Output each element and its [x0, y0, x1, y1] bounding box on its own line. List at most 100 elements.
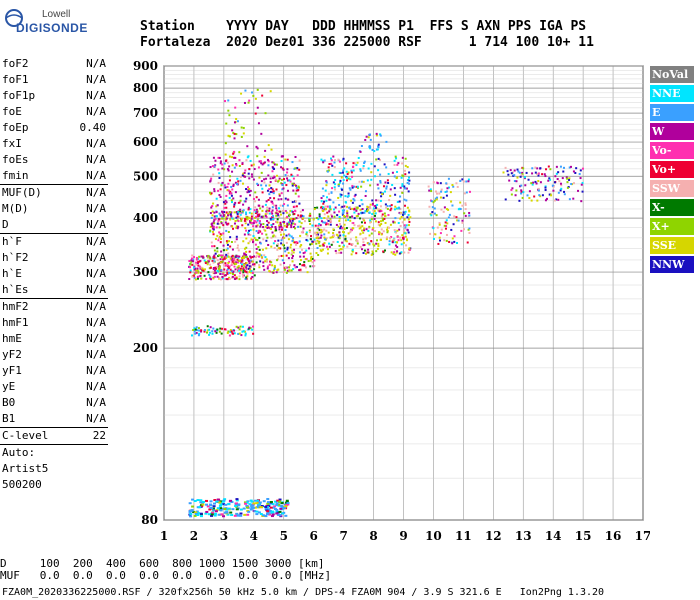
echo-point [228, 179, 231, 182]
echo-point [541, 194, 544, 197]
echo-point [309, 214, 312, 217]
echo-point [405, 224, 408, 227]
echo-point [272, 192, 275, 195]
echo-point [358, 204, 361, 207]
echo-point [345, 170, 348, 173]
echo-point [236, 247, 239, 250]
param-row: h`F N/A [0, 234, 112, 250]
echo-point [386, 231, 389, 234]
echo-point [244, 334, 247, 337]
param-row: M(D) N/A [0, 201, 112, 217]
echo-point [459, 180, 462, 183]
echo-point [271, 161, 274, 164]
echo-point [314, 232, 317, 235]
echo-point [311, 240, 314, 243]
echo-point [381, 213, 384, 216]
echo-point [245, 246, 248, 249]
echo-point [286, 215, 289, 218]
echo-point [235, 255, 238, 258]
echo-point [266, 501, 270, 504]
echo-point [237, 201, 240, 204]
echo-point [283, 178, 286, 181]
echo-point [287, 238, 290, 241]
echo-point [292, 237, 295, 240]
echo-point [209, 212, 212, 215]
echo-point [362, 251, 365, 254]
echo-point [191, 260, 194, 263]
echo-point [429, 232, 432, 235]
echo-point [270, 211, 273, 214]
echo-point [379, 199, 382, 202]
echo-point [380, 195, 383, 198]
digisonde-logo: Lowell DIGISONDE [4, 6, 87, 42]
echo-point [213, 275, 216, 278]
param-name: M(D) [2, 202, 29, 215]
echo-point [237, 180, 240, 183]
echo-point [299, 234, 302, 237]
echo-point [250, 219, 253, 222]
echo-point [464, 208, 467, 211]
echo-point [535, 182, 538, 185]
echo-point [531, 172, 534, 175]
echo-point [209, 229, 212, 232]
echo-point [260, 254, 263, 257]
echo-point [257, 246, 260, 249]
echo-point [246, 145, 249, 148]
echo-point [403, 227, 406, 230]
echo-point [299, 268, 302, 271]
echo-point [231, 272, 234, 275]
param-name: h`F [2, 235, 22, 248]
echo-point [247, 257, 250, 260]
echo-point [292, 251, 295, 254]
echo-point [466, 241, 469, 244]
echo-point [330, 215, 333, 218]
echo-point [195, 263, 198, 266]
echo-point [234, 191, 237, 194]
echo-point [212, 509, 216, 512]
echo-point [271, 513, 275, 516]
echo-point [394, 248, 397, 251]
echo-point [255, 215, 258, 218]
echo-point [286, 223, 289, 226]
echo-point [360, 212, 363, 215]
echo-point [279, 247, 282, 250]
logo-line-digisonde: DIGISONDE [16, 21, 88, 35]
echo-point [294, 210, 297, 213]
echo-point [218, 212, 221, 215]
echo-point [223, 278, 226, 281]
echo-point [352, 169, 355, 172]
echo-point [369, 221, 372, 224]
echo-point [211, 227, 214, 230]
echo-point [217, 181, 220, 184]
echo-point [259, 506, 263, 509]
echo-point [260, 256, 263, 259]
echo-point [401, 183, 404, 186]
echo-point [240, 92, 243, 95]
x-tick-label: 5 [280, 529, 288, 543]
echo-point [236, 266, 239, 269]
echo-point [225, 159, 228, 162]
echo-point [266, 206, 269, 209]
legend-item-x-: X+ [650, 218, 694, 235]
echo-point [338, 171, 341, 174]
echo-point [269, 500, 273, 503]
echo-point [280, 254, 283, 257]
echo-point [406, 239, 409, 242]
echo-point [218, 231, 221, 234]
echo-point [284, 229, 287, 232]
echo-point [280, 159, 283, 162]
echo-point [355, 209, 358, 212]
param-row: yF1 N/A [0, 363, 112, 379]
echo-point [293, 225, 296, 228]
echo-point [233, 205, 236, 208]
echo-point [326, 217, 329, 220]
echo-point [292, 222, 295, 225]
polarization-legend: NoVal NNE E W Vo- Vo+ SSW X- X+ SSE NNW [650, 66, 694, 275]
echo-point [256, 501, 260, 504]
echo-point [375, 239, 378, 242]
echo-point [349, 230, 352, 233]
echo-point [288, 223, 291, 226]
echo-point [197, 270, 200, 273]
echo-point [224, 153, 227, 156]
echo-point [245, 501, 249, 504]
